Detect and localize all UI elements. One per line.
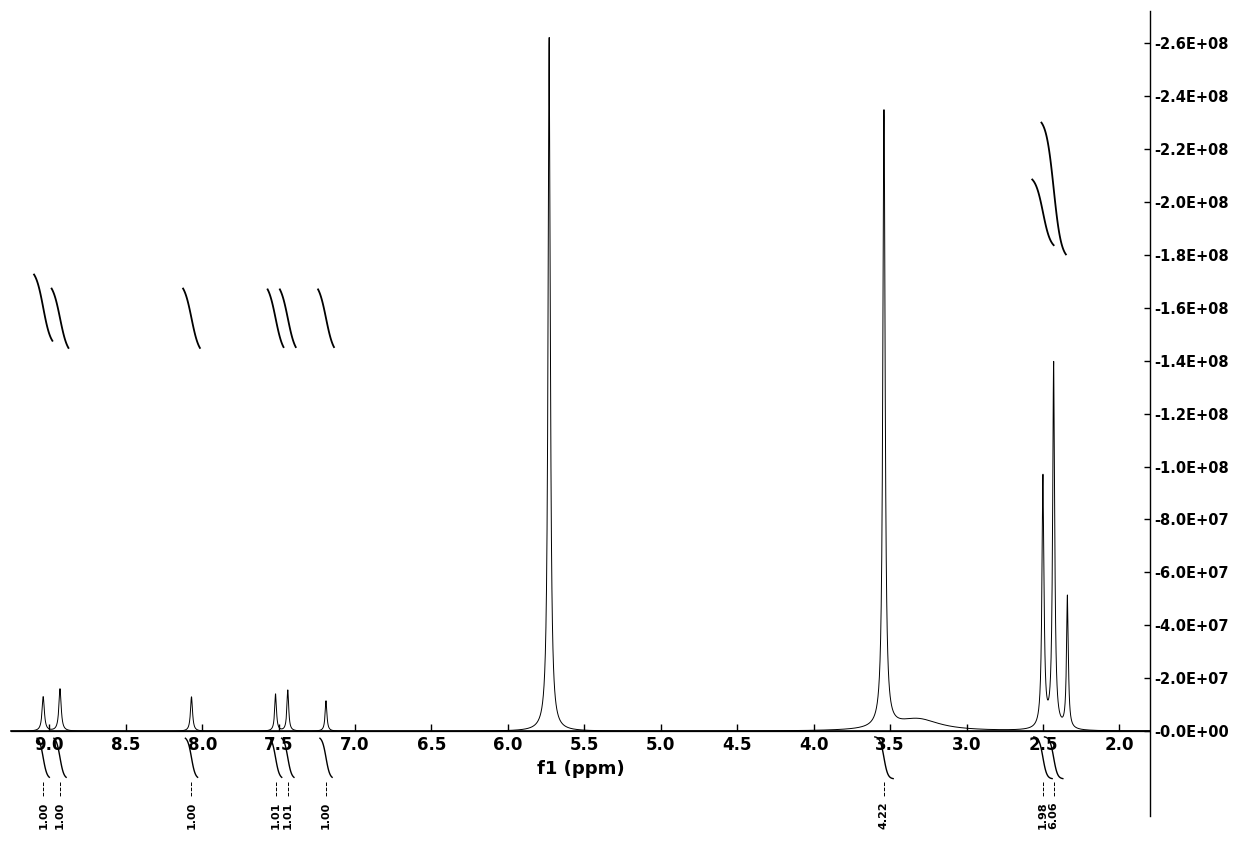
Text: 1.00: 1.00 — [186, 802, 196, 829]
Text: 6.06: 6.06 — [1049, 802, 1059, 829]
Text: 1.00: 1.00 — [321, 802, 331, 829]
Text: 1.01: 1.01 — [270, 802, 280, 829]
Text: 4.22: 4.22 — [879, 802, 889, 829]
Text: 1.00: 1.00 — [38, 802, 48, 829]
Text: 1.00: 1.00 — [55, 802, 64, 829]
X-axis label: f1 (ppm): f1 (ppm) — [537, 760, 625, 778]
Text: 1.98: 1.98 — [1038, 802, 1048, 829]
Text: 1.01: 1.01 — [283, 802, 293, 829]
